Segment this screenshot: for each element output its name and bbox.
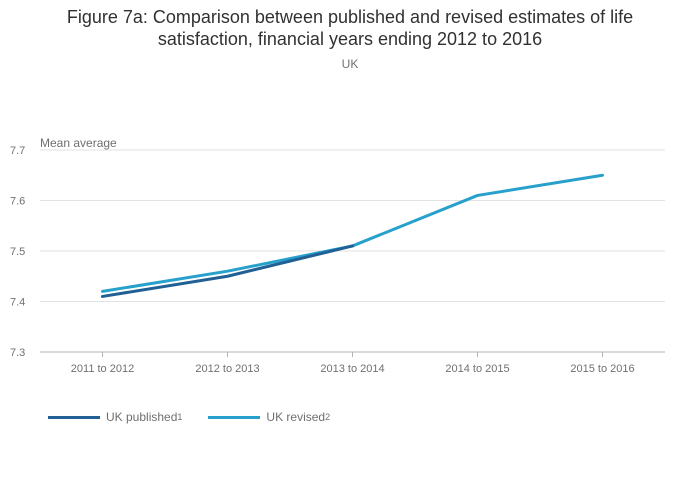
series-lines — [101, 173, 604, 298]
series-line-uk-published — [101, 244, 354, 298]
legend: UK published 1 UK revised 2 — [48, 410, 356, 424]
x-tick-label: 2014 to 2015 — [445, 363, 509, 375]
y-tick-label: 7.7 — [10, 145, 25, 157]
legend-item-uk-published[interactable]: UK published 1 — [48, 410, 182, 424]
x-tick-label: 2011 to 2012 — [71, 363, 134, 375]
chart-title-line-2: satisfaction, financial years ending 201… — [157, 29, 543, 49]
y-axis-ticks: 7.7 7.6 7.5 7.4 7.3 — [10, 145, 25, 359]
x-tick-label: 2013 to 2014 — [320, 363, 384, 375]
chart-subtitle: UK — [341, 57, 359, 71]
legend-swatch-uk-published — [48, 415, 100, 419]
legend-footnote-2: 2 — [325, 412, 331, 422]
legend-item-uk-revised[interactable]: UK revised 2 — [208, 410, 330, 424]
y-axis-label: Mean average — [40, 136, 117, 150]
legend-swatch-uk-revised — [208, 415, 261, 419]
x-tick-label: 2012 to 2013 — [195, 363, 259, 375]
legend-label-uk-published: UK published — [106, 410, 178, 424]
chart-title-line-1: Figure 7a: Comparison between published … — [66, 7, 634, 27]
chart-title: Figure 7a: Comparison between published … — [0, 6, 700, 50]
series-line-uk-revised — [101, 173, 604, 293]
x-axis-ticks: 2011 to 2012 2012 to 2013 2013 to 2014 2014… — [71, 352, 635, 375]
legend-footnote-1: 1 — [177, 412, 183, 422]
y-tick-label: 7.4 — [10, 297, 25, 309]
y-tick-label: 7.3 — [10, 347, 25, 359]
y-tick-label: 7.5 — [10, 246, 25, 258]
x-tick-label: 2015 to 2016 — [570, 363, 634, 375]
legend-label-uk-revised: UK revised — [266, 410, 326, 424]
y-tick-label: 7.6 — [10, 196, 25, 208]
gridlines — [40, 149, 665, 302]
